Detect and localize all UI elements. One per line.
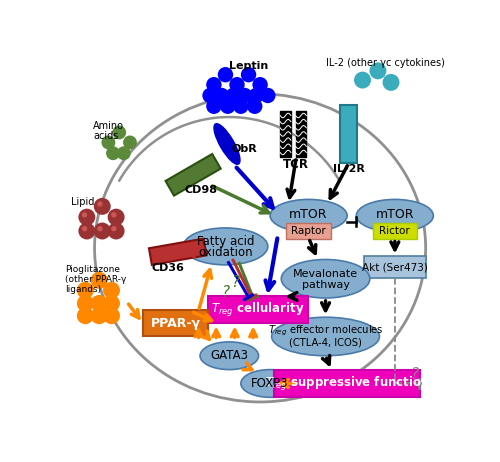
Text: acids: acids [93,131,118,140]
Ellipse shape [108,223,124,239]
Ellipse shape [103,295,120,312]
Text: TCR: TCR [284,158,310,171]
Ellipse shape [77,282,94,299]
Text: Mevalonate: Mevalonate [293,269,358,279]
Ellipse shape [103,282,120,299]
Ellipse shape [206,77,222,92]
FancyBboxPatch shape [280,111,291,157]
Ellipse shape [111,226,116,231]
FancyBboxPatch shape [149,239,206,265]
Ellipse shape [237,88,252,103]
Ellipse shape [82,212,87,218]
Text: IL-2R: IL-2R [332,164,364,174]
Text: FOXP3: FOXP3 [252,377,289,390]
Ellipse shape [102,135,116,149]
Ellipse shape [233,98,248,114]
Text: Fatty acid: Fatty acid [196,235,254,248]
Text: ObR: ObR [231,145,257,154]
Text: CD36: CD36 [152,263,184,273]
Ellipse shape [356,200,434,232]
FancyBboxPatch shape [372,223,417,239]
Ellipse shape [214,124,240,164]
Ellipse shape [77,295,94,312]
Text: Pioglitazone: Pioglitazone [66,265,120,274]
Ellipse shape [117,146,130,160]
Ellipse shape [90,272,108,289]
Ellipse shape [270,200,347,232]
Text: Akt (Ser473): Akt (Ser473) [362,262,428,272]
Text: Raptor: Raptor [291,226,326,236]
Ellipse shape [97,201,102,207]
Text: Leptin: Leptin [229,61,268,71]
Ellipse shape [248,88,264,103]
Ellipse shape [382,74,400,91]
Ellipse shape [90,307,108,324]
Text: $T_{reg}$ effector molecules: $T_{reg}$ effector molecules [268,324,384,338]
Ellipse shape [370,62,386,79]
Ellipse shape [214,88,230,103]
Ellipse shape [200,342,258,370]
Ellipse shape [108,209,124,225]
FancyBboxPatch shape [166,154,220,195]
Ellipse shape [272,317,380,356]
FancyBboxPatch shape [296,111,306,157]
Text: CD98: CD98 [184,185,218,195]
Text: IL-2 (other γc cytokines): IL-2 (other γc cytokines) [326,58,445,68]
Text: (CTLA-4, ICOS): (CTLA-4, ICOS) [289,338,362,347]
Ellipse shape [103,307,120,324]
Text: ?: ? [230,275,239,290]
Ellipse shape [218,67,233,82]
Ellipse shape [90,295,108,312]
Text: oxidation: oxidation [198,246,253,259]
Text: Lipid: Lipid [72,197,95,207]
Ellipse shape [260,88,276,103]
Ellipse shape [202,88,218,103]
Ellipse shape [252,77,268,92]
Ellipse shape [97,226,102,231]
Ellipse shape [77,307,94,324]
FancyBboxPatch shape [340,105,357,163]
Ellipse shape [78,223,96,239]
Text: ?: ? [410,367,418,383]
Text: PPAR-γ: PPAR-γ [150,317,200,330]
Text: Amino: Amino [93,122,124,131]
Text: ligands): ligands) [66,285,102,294]
Ellipse shape [106,146,120,160]
Ellipse shape [282,260,370,298]
Text: pathway: pathway [302,280,350,290]
Ellipse shape [206,98,222,114]
Ellipse shape [241,370,300,397]
FancyBboxPatch shape [208,297,308,322]
Text: GATA3: GATA3 [210,349,248,362]
FancyBboxPatch shape [143,310,208,336]
Text: $T_{reg}$ suppressive function: $T_{reg}$ suppressive function [264,375,430,393]
Ellipse shape [241,67,256,82]
Ellipse shape [82,226,87,231]
Text: $T_{reg}$ cellularity: $T_{reg}$ cellularity [211,301,304,319]
Text: (other PPAR-γ: (other PPAR-γ [66,275,126,284]
Ellipse shape [183,228,268,265]
Ellipse shape [111,212,116,218]
Ellipse shape [94,223,110,239]
FancyBboxPatch shape [286,223,331,239]
Text: ?: ? [222,285,230,300]
Ellipse shape [220,98,236,114]
Ellipse shape [112,126,126,140]
Text: mTOR: mTOR [290,207,328,220]
Ellipse shape [123,135,137,149]
Ellipse shape [247,98,262,114]
Ellipse shape [226,88,241,103]
Text: Rictor: Rictor [380,226,410,236]
FancyBboxPatch shape [274,371,420,396]
Ellipse shape [94,198,110,215]
Ellipse shape [230,77,244,92]
FancyBboxPatch shape [364,256,426,278]
Text: mTOR: mTOR [376,207,414,220]
Ellipse shape [78,209,96,225]
Ellipse shape [354,72,371,89]
